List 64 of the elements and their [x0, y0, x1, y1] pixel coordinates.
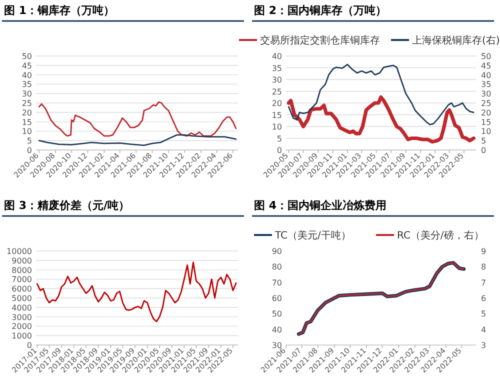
- y-tick-label: 25: [22, 99, 32, 108]
- y2-tick-label: 0: [481, 146, 486, 155]
- y2-tick-label: 9: [481, 247, 486, 256]
- legend-label: TC（美元/干吨）: [274, 230, 351, 242]
- y2-tick-label: 20: [481, 108, 492, 118]
- y-tick-label: 60: [272, 294, 282, 303]
- y2-tick-label: 40: [481, 70, 492, 80]
- y-tick-label: 45: [22, 61, 32, 70]
- y-tick-label: 25: [272, 87, 282, 96]
- y-tick-label: 35: [22, 80, 32, 90]
- y-tick-label: 5000: [12, 294, 32, 303]
- chart-title: 图 2：国内铜库存（万吨）: [254, 4, 386, 17]
- y-tick-label: 70: [272, 278, 282, 288]
- y-tick-label: 9000: [12, 256, 32, 266]
- y-tick-label: 30: [272, 341, 282, 350]
- legend-label: 上海保税铜库存(右): [412, 34, 500, 46]
- chart-title: 图 3：精废价差（元/吨）: [4, 199, 130, 212]
- y-tick-label: 1000: [12, 332, 32, 341]
- y-tick-label: 20: [272, 99, 282, 108]
- y-tick-label: 40: [22, 70, 32, 80]
- y-tick-label: 5: [276, 134, 282, 144]
- y-tick-label: 40: [272, 52, 282, 61]
- y-tick-label: 0: [26, 146, 32, 155]
- y-tick-label: 10: [272, 122, 282, 132]
- y2-tick-label: 50: [481, 52, 492, 61]
- y-tick-label: 90: [272, 247, 282, 256]
- y-tick-label: 50: [22, 52, 32, 61]
- y-tick-label: 3000: [12, 312, 32, 322]
- y2-tick-label: 15: [481, 118, 492, 127]
- y2-tick-label: 10: [481, 127, 492, 136]
- y-tick-label: 20: [22, 108, 32, 118]
- y2-tick-label: 4: [481, 325, 486, 334]
- legend-label: RC（美分/磅，右）: [397, 230, 484, 242]
- y-tick-label: 0: [276, 146, 282, 155]
- y-tick-label: 10000: [6, 247, 32, 256]
- y2-tick-label: 45: [481, 61, 492, 70]
- y-tick-label: 0: [26, 341, 32, 350]
- chart-title: 图 4：国内铜企业冶炼费用: [254, 199, 386, 212]
- legend-label: 交易所指定交割仓库铜库存: [260, 34, 380, 46]
- y2-tick-label: 3: [481, 341, 486, 350]
- y2-tick-label: 35: [481, 80, 492, 90]
- y-tick-label: 5: [26, 136, 32, 146]
- y-tick-label: 2000: [12, 322, 32, 332]
- chart-title: 图 1：铜库存（万吨）: [4, 4, 114, 17]
- y2-tick-label: 5: [481, 310, 486, 319]
- y2-tick-label: 5: [481, 136, 486, 146]
- y-tick-label: 15: [22, 118, 32, 127]
- y-tick-label: 80: [272, 262, 282, 272]
- y2-tick-label: 8: [481, 262, 486, 272]
- y2-tick-label: 25: [481, 99, 492, 108]
- y-tick-label: 15: [272, 110, 282, 120]
- y-tick-label: 10: [22, 127, 32, 136]
- y-tick-label: 40: [272, 325, 282, 334]
- y-tick-label: 50: [272, 310, 282, 319]
- y-tick-label: 30: [22, 90, 32, 99]
- y-tick-label: 7000: [12, 275, 32, 284]
- y2-tick-label: 6: [481, 294, 486, 303]
- y-tick-label: 6000: [12, 284, 32, 294]
- y-tick-label: 4000: [12, 303, 32, 312]
- y-tick-label: 8000: [12, 266, 32, 275]
- y2-tick-label: 7: [481, 278, 486, 288]
- y-tick-label: 35: [272, 64, 282, 73]
- y-tick-label: 30: [272, 76, 282, 84]
- y2-tick-label: 30: [481, 90, 492, 99]
